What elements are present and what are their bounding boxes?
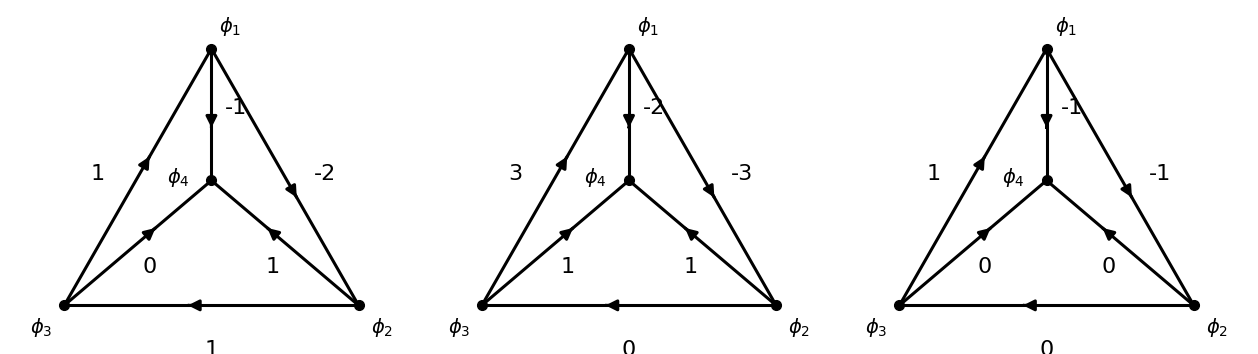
Text: $\phi_4$: $\phi_4$ <box>167 166 190 188</box>
Text: $\phi_2$: $\phi_2$ <box>1205 316 1228 339</box>
Text: 0: 0 <box>1101 257 1116 277</box>
Text: -2: -2 <box>643 98 665 118</box>
Text: $\phi_1$: $\phi_1$ <box>1054 15 1077 38</box>
Text: $\phi_4$: $\phi_4$ <box>1003 166 1025 188</box>
Text: 1: 1 <box>683 257 698 277</box>
Text: 1: 1 <box>926 164 940 183</box>
Text: $\phi_3$: $\phi_3$ <box>30 316 53 339</box>
Text: 1: 1 <box>91 164 106 183</box>
Text: 0: 0 <box>1039 340 1054 354</box>
Text: $\phi_1$: $\phi_1$ <box>219 15 242 38</box>
Text: 3: 3 <box>508 164 523 183</box>
Text: -1: -1 <box>1060 98 1083 118</box>
Text: -3: -3 <box>731 164 754 183</box>
Text: -1: -1 <box>1149 164 1171 183</box>
Text: -2: -2 <box>313 164 336 183</box>
Text: $\phi_2$: $\phi_2$ <box>371 316 392 339</box>
Text: -1: -1 <box>225 98 248 118</box>
Text: $\phi_2$: $\phi_2$ <box>788 316 810 339</box>
Text: $\phi_1$: $\phi_1$ <box>637 15 659 38</box>
Text: $\phi_3$: $\phi_3$ <box>448 316 470 339</box>
Text: 0: 0 <box>621 340 637 354</box>
Text: 1: 1 <box>560 257 575 277</box>
Text: 1: 1 <box>265 257 281 277</box>
Text: 0: 0 <box>142 257 157 277</box>
Text: $\phi_4$: $\phi_4$ <box>585 166 608 188</box>
Text: 1: 1 <box>204 340 219 354</box>
Text: $\phi_3$: $\phi_3$ <box>866 316 887 339</box>
Text: 0: 0 <box>977 257 993 277</box>
